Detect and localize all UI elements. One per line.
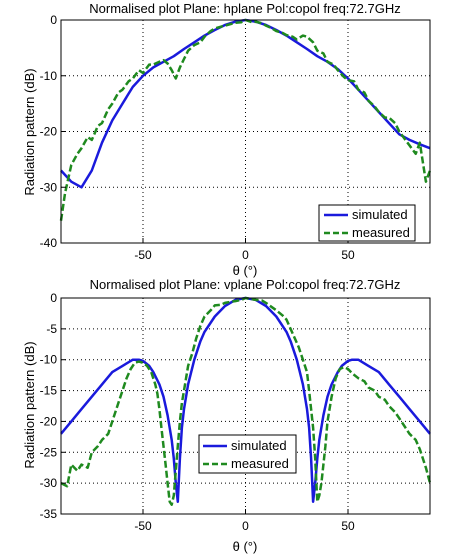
vplane-legend-box bbox=[198, 434, 297, 474]
hplane-x-tick-label: -50 bbox=[134, 248, 152, 262]
vplane-chart: θ (°) Normalised plot Plane: vplane Pol:… bbox=[22, 263, 432, 554]
vplane-y-axis-label: Radiation pattern (dB) bbox=[22, 341, 37, 468]
hplane-grid bbox=[61, 20, 430, 243]
vplane-y-tick-label: -30 bbox=[40, 476, 58, 490]
hplane-y-tick-label: -30 bbox=[40, 180, 58, 194]
vplane-y-tick-label: -5 bbox=[46, 322, 57, 336]
vplane-x-tick-label: 0 bbox=[242, 519, 249, 533]
vplane-ticks: -50 0 50 0 -5 -10 -15 -20 -25 -30 -35 bbox=[40, 291, 355, 533]
hplane-y-tick-label: -10 bbox=[40, 69, 58, 83]
vplane-y-tick-label: 0 bbox=[50, 291, 57, 305]
hplane-x-axis-label: θ (°) bbox=[233, 263, 258, 278]
hplane-legend-simulated-label: simulated bbox=[352, 207, 408, 222]
vplane-y-tick-label: -15 bbox=[40, 384, 58, 398]
vplane-measured-line bbox=[60, 296, 432, 506]
vplane-y-tick-label: -20 bbox=[40, 414, 58, 428]
vplane-x-axis-label: θ (°) bbox=[233, 539, 258, 554]
vplane-title: Normalised plot Plane: vplane Pol:copol … bbox=[90, 277, 401, 292]
vplane-x-tick-label: -50 bbox=[134, 519, 152, 533]
hplane-title: Normalised plot Plane: hplane Pol:copol … bbox=[89, 1, 400, 16]
hplane-measured-line bbox=[59, 18, 432, 221]
hplane-legend: simulated measured bbox=[318, 204, 416, 242]
vplane-y-tick-label: -25 bbox=[40, 445, 58, 459]
vplane-x-tick-label: 50 bbox=[341, 519, 355, 533]
hplane-chart: Normalised plot Plane: hplane Pol:copol … bbox=[22, 1, 432, 262]
vplane-y-tick-label: -10 bbox=[40, 353, 58, 367]
hplane-y-tick-label: -20 bbox=[40, 125, 58, 139]
vplane-y-tick-label: -35 bbox=[40, 507, 58, 521]
vplane-legend: simulated measured bbox=[198, 434, 297, 474]
vplane-legend-measured-label: measured bbox=[231, 456, 289, 471]
hplane-y-axis-label: Radiation pattern (dB) bbox=[22, 68, 37, 195]
hplane-y-tick-label: -40 bbox=[40, 236, 58, 250]
hplane-legend-measured-label: measured bbox=[352, 225, 410, 240]
hplane-legend-box bbox=[318, 204, 416, 242]
hplane-y-tick-label: 0 bbox=[50, 13, 57, 27]
hplane-x-tick-label: 0 bbox=[242, 248, 249, 262]
hplane-x-tick-label: 50 bbox=[341, 248, 355, 262]
hplane-simulated-line bbox=[60, 18, 431, 189]
vplane-legend-simulated-label: simulated bbox=[231, 438, 287, 453]
hplane-ticks: -50 0 50 0 -10 -20 -30 -40 bbox=[40, 13, 355, 262]
